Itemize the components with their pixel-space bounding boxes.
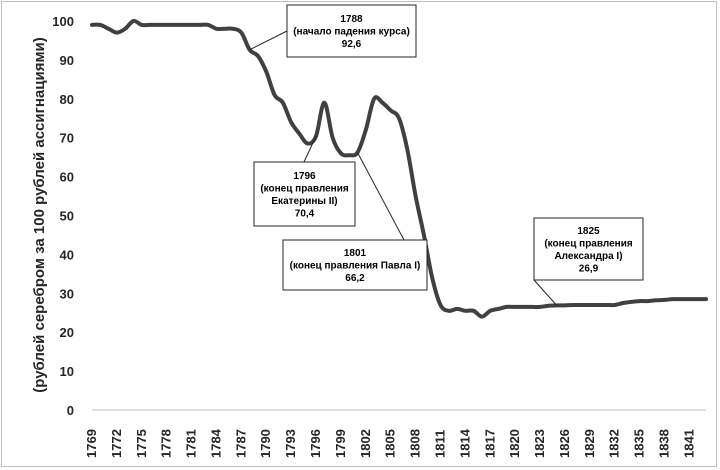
y-tick-label: 50 [60,209,74,224]
annotation-text: Екатерины II) [271,196,337,207]
x-tick-label: 1838 [657,429,672,458]
x-tick-label: 1775 [134,429,149,458]
x-tick-label: 1781 [184,429,199,458]
annotation-leader [249,30,288,51]
y-tick-label: 0 [67,403,74,418]
annotations: 1788(начало падения курса)92,61796(конец… [249,4,644,306]
annotation-text: (конец правления Павла I) [290,261,421,272]
x-tick-label: 1841 [681,429,696,458]
annotation-leader [357,152,405,241]
x-tick-label: 1826 [557,429,572,458]
y-tick-label: 30 [60,286,74,301]
annotation-leader [303,135,317,163]
x-tick-label: 1829 [582,429,597,458]
annotation-box [286,4,417,58]
x-tick-label: 1799 [333,429,348,458]
annotation-box [253,161,356,227]
y-tick-label: 20 [60,325,74,340]
y-tick-label: 10 [60,364,74,379]
x-tick-label: 1817 [482,429,497,458]
y-tick-label: 70 [60,131,74,146]
x-tick-label: 1778 [159,429,174,458]
annotation-box [282,239,428,291]
x-tick-label: 1814 [457,428,472,458]
y-tick-label: 80 [60,92,74,107]
x-tick-label: 1790 [258,429,273,458]
x-tick-label: 1787 [233,429,248,458]
x-tick-label: 1823 [532,429,547,458]
y-tick-label: 90 [60,53,74,68]
annotation-text: 26,9 [579,263,599,274]
annotation-1788: 1788 (начало падения курса)92,6 [249,4,417,58]
y-tick-label: 100 [52,14,74,29]
x-tick-labels: 1769 1772 1775 1778 1781 1784 1787 1790 1793 1796… [84,428,696,458]
x-tick-label: 1808 [408,429,423,458]
annotation-1801: 1801 (конец правления Павла I)66,2 [282,152,428,291]
annotation-leader [533,279,558,306]
x-tick-label: 1802 [358,429,373,458]
x-tick-label: 1832 [607,429,622,458]
x-tick-label: 1772 [109,429,124,458]
annotation-text: 1796 [293,171,316,182]
annotation-text: (конец правления [260,183,349,194]
annotation-1796: 1796(конец правления Екатерины II)70,4 [253,135,356,227]
x-tick-label: 1811 [432,430,447,458]
series-line [90,18,708,319]
annotation-text: 1801 [344,248,367,259]
y-tick-label: 60 [60,170,74,185]
x-tick-label: 1796 [308,429,323,458]
annotation-text: Александра I) [554,251,622,262]
x-tick-label: 1820 [507,429,522,458]
x-tick-label: 1793 [283,429,298,458]
annotation-box [533,217,644,281]
x-tick-label: 1805 [383,429,398,458]
y-tick-label: 40 [60,247,74,262]
annotation-text: 70,4 [295,208,315,219]
annotation-text: 92,6 [342,39,362,50]
annotation-text: 1825 [577,226,600,237]
x-tick-label: 1784 [208,428,223,458]
annotation-text: 66,2 [345,273,365,284]
annotation-1825: 1825(конец правления Александра I)26,9 [533,217,644,306]
annotation-text: (конец правления [544,238,633,249]
x-tick-label: 1835 [632,429,647,458]
annotation-text: 1788 [340,14,363,25]
x-tick-label: 1769 [84,429,99,458]
annotation-text: (начало падения курса) [293,27,410,38]
y-tick-labels: 0 10 20 30 40 50 60 70 80 90 100 [52,14,74,418]
y-axis-label: (рублей серебром за 100 рублей ассигнаци… [31,37,48,393]
